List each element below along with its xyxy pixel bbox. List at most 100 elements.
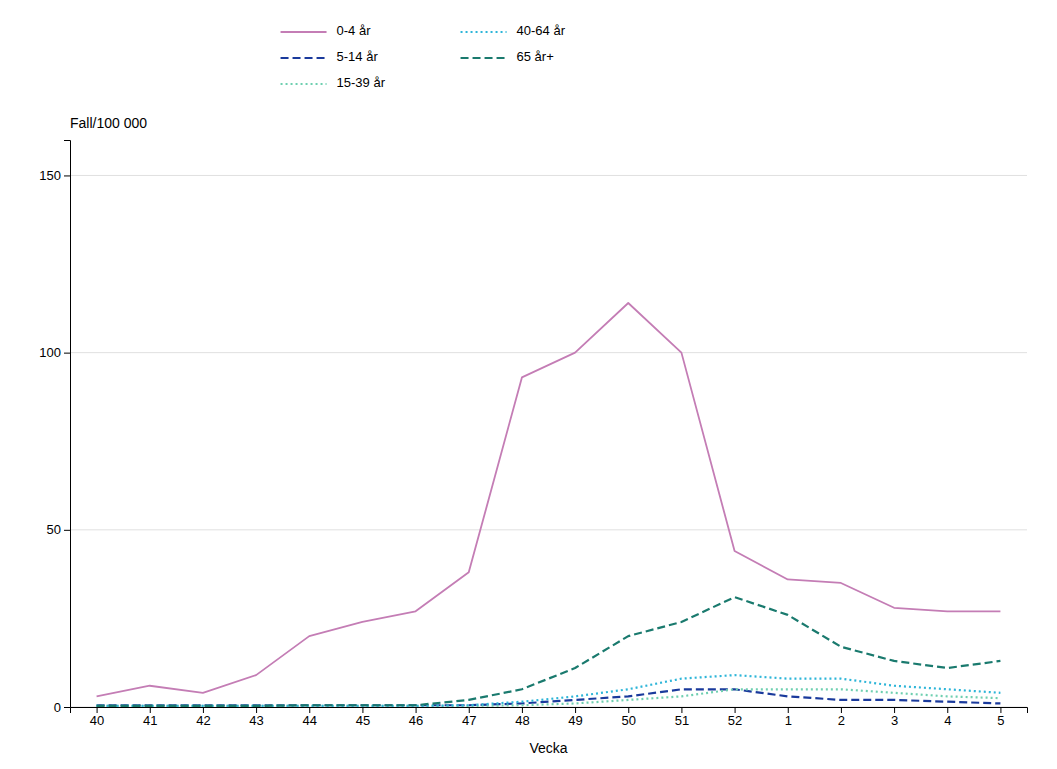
tick-mark (256, 707, 257, 713)
grid-line (70, 175, 1027, 176)
chart: 4041424344454647484950515212345050100150… (0, 0, 1057, 769)
legend: 0-4 år 5-14 år 15-39 år 40-64 år 65 år+ (281, 23, 566, 90)
x-tick: 5 (997, 707, 1004, 728)
y-tick: 100 (39, 345, 70, 360)
tick-mark (64, 707, 70, 708)
x-tick: 1 (785, 707, 792, 728)
axis-line (71, 708, 1028, 714)
legend-swatch (461, 57, 507, 59)
x-tick: 42 (196, 707, 210, 728)
tick-mark (681, 707, 682, 713)
x-tick: 49 (568, 707, 582, 728)
tick-mark (522, 707, 523, 713)
tick-mark (203, 707, 204, 713)
series-line (97, 597, 1001, 706)
series-line (97, 303, 1001, 696)
x-axis-label: Vecka (529, 740, 567, 756)
tick-mark (97, 707, 98, 713)
x-tick: 52 (728, 707, 742, 728)
tick-label: 43 (249, 713, 263, 728)
tick-mark (735, 707, 736, 713)
tick-label: 52 (728, 713, 742, 728)
tick-label: 50 (622, 713, 636, 728)
tick-mark (894, 707, 895, 713)
grid (70, 175, 1027, 707)
tick-label: 100 (39, 345, 61, 360)
legend-item: 5-14 år (281, 49, 379, 64)
y-tick: 50 (47, 522, 70, 537)
tick-label: 2 (838, 713, 845, 728)
legend-item: 15-39 år (281, 75, 386, 90)
x-axis: 4041424344454647484950515212345 (71, 707, 1028, 728)
x-tick: 41 (143, 707, 157, 728)
tick-mark (947, 707, 948, 713)
tick-label: 0 (54, 700, 61, 715)
tick-label: 50 (47, 522, 61, 537)
lines (97, 303, 1001, 706)
tick-mark (1000, 707, 1001, 713)
tick-label: 47 (462, 713, 476, 728)
x-tick: 40 (90, 707, 104, 728)
x-tick: 3 (891, 707, 898, 728)
legend-swatch (461, 31, 507, 33)
tick-mark (64, 530, 70, 531)
tick-mark (362, 707, 363, 713)
plot: 4041424344454647484950515212345050100150… (39, 115, 1027, 756)
tick-mark (841, 707, 842, 713)
x-tick: 4 (944, 707, 951, 728)
x-tick: 2 (838, 707, 845, 728)
tick-mark (788, 707, 789, 713)
legend-item: 65 år+ (461, 49, 554, 64)
y-axis: 0 50 100 150 (39, 141, 70, 715)
tick-mark (309, 707, 310, 713)
tick-mark (150, 707, 151, 713)
x-tick: 43 (249, 707, 263, 728)
legend-label: 0-4 år (337, 23, 372, 38)
x-tick: 45 (356, 707, 370, 728)
tick-label: 41 (143, 713, 157, 728)
x-tick: 50 (622, 707, 636, 728)
tick-label: 40 (90, 713, 104, 728)
tick-label: 5 (997, 713, 1004, 728)
x-tick: 48 (515, 707, 529, 728)
tick-label: 3 (891, 713, 898, 728)
grid-line (70, 352, 1027, 353)
series-line (97, 689, 1001, 706)
axis-line (64, 141, 71, 708)
tick-label: 4 (944, 713, 951, 728)
x-tick: 44 (303, 707, 317, 728)
legend-swatch (281, 57, 327, 59)
tick-mark (416, 707, 417, 713)
x-tick: 46 (409, 707, 423, 728)
legend-swatch (281, 31, 327, 33)
legend-swatch (281, 83, 327, 85)
series-line (97, 675, 1001, 706)
legend-item: 40-64 år (461, 23, 566, 38)
grid-line (70, 529, 1027, 530)
tick-mark (575, 707, 576, 713)
tick-label: 45 (356, 713, 370, 728)
tick-label: 48 (515, 713, 529, 728)
tick-label: 51 (675, 713, 689, 728)
tick-label: 1 (785, 713, 792, 728)
legend-item: 0-4 år (281, 23, 372, 38)
tick-mark (469, 707, 470, 713)
tick-label: 49 (568, 713, 582, 728)
x-tick: 47 (462, 707, 476, 728)
tick-mark (64, 353, 70, 354)
tick-label: 42 (196, 713, 210, 728)
tick-label: 46 (409, 713, 423, 728)
legend-label: 15-39 år (337, 75, 386, 90)
legend-label: 65 år+ (517, 49, 554, 64)
x-tick: 51 (675, 707, 689, 728)
tick-mark (64, 175, 70, 176)
tick-label: 44 (303, 713, 317, 728)
y-tick: 150 (39, 168, 70, 183)
tick-label: 150 (39, 168, 61, 183)
legend-label: 5-14 år (337, 49, 379, 64)
series-line (97, 689, 1001, 705)
y-tick: 0 (54, 700, 70, 715)
legend-label: 40-64 år (517, 23, 566, 38)
y-axis-label: Fall/100 000 (70, 115, 147, 131)
tick-mark (628, 707, 629, 713)
